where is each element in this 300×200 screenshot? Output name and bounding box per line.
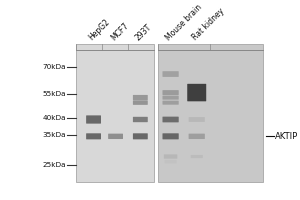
Text: 293T: 293T — [134, 22, 154, 42]
FancyBboxPatch shape — [163, 96, 179, 100]
FancyBboxPatch shape — [108, 134, 123, 139]
FancyBboxPatch shape — [164, 160, 177, 163]
Text: Rat kidney: Rat kidney — [190, 7, 226, 42]
Text: MCF7: MCF7 — [109, 21, 130, 42]
FancyBboxPatch shape — [86, 115, 101, 124]
Text: Mouse brain: Mouse brain — [164, 2, 204, 42]
FancyBboxPatch shape — [133, 100, 148, 105]
Text: HepG2: HepG2 — [87, 17, 112, 42]
Text: AKTIP: AKTIP — [275, 132, 298, 141]
Text: 70kDa: 70kDa — [43, 64, 66, 70]
FancyBboxPatch shape — [133, 117, 148, 122]
FancyBboxPatch shape — [189, 134, 205, 139]
FancyBboxPatch shape — [189, 117, 205, 122]
FancyBboxPatch shape — [191, 155, 203, 158]
FancyBboxPatch shape — [133, 95, 148, 100]
FancyBboxPatch shape — [164, 154, 177, 159]
FancyBboxPatch shape — [163, 117, 179, 122]
Bar — [76, 44, 154, 182]
Text: 25kDa: 25kDa — [43, 162, 66, 168]
Text: 40kDa: 40kDa — [43, 115, 66, 121]
FancyBboxPatch shape — [163, 71, 179, 77]
FancyBboxPatch shape — [187, 84, 206, 101]
Bar — [158, 44, 263, 182]
FancyBboxPatch shape — [163, 133, 179, 139]
FancyBboxPatch shape — [163, 101, 179, 105]
Text: 35kDa: 35kDa — [43, 132, 66, 138]
FancyBboxPatch shape — [163, 90, 179, 95]
FancyBboxPatch shape — [86, 133, 101, 139]
FancyBboxPatch shape — [133, 133, 148, 139]
Text: 55kDa: 55kDa — [43, 91, 66, 97]
